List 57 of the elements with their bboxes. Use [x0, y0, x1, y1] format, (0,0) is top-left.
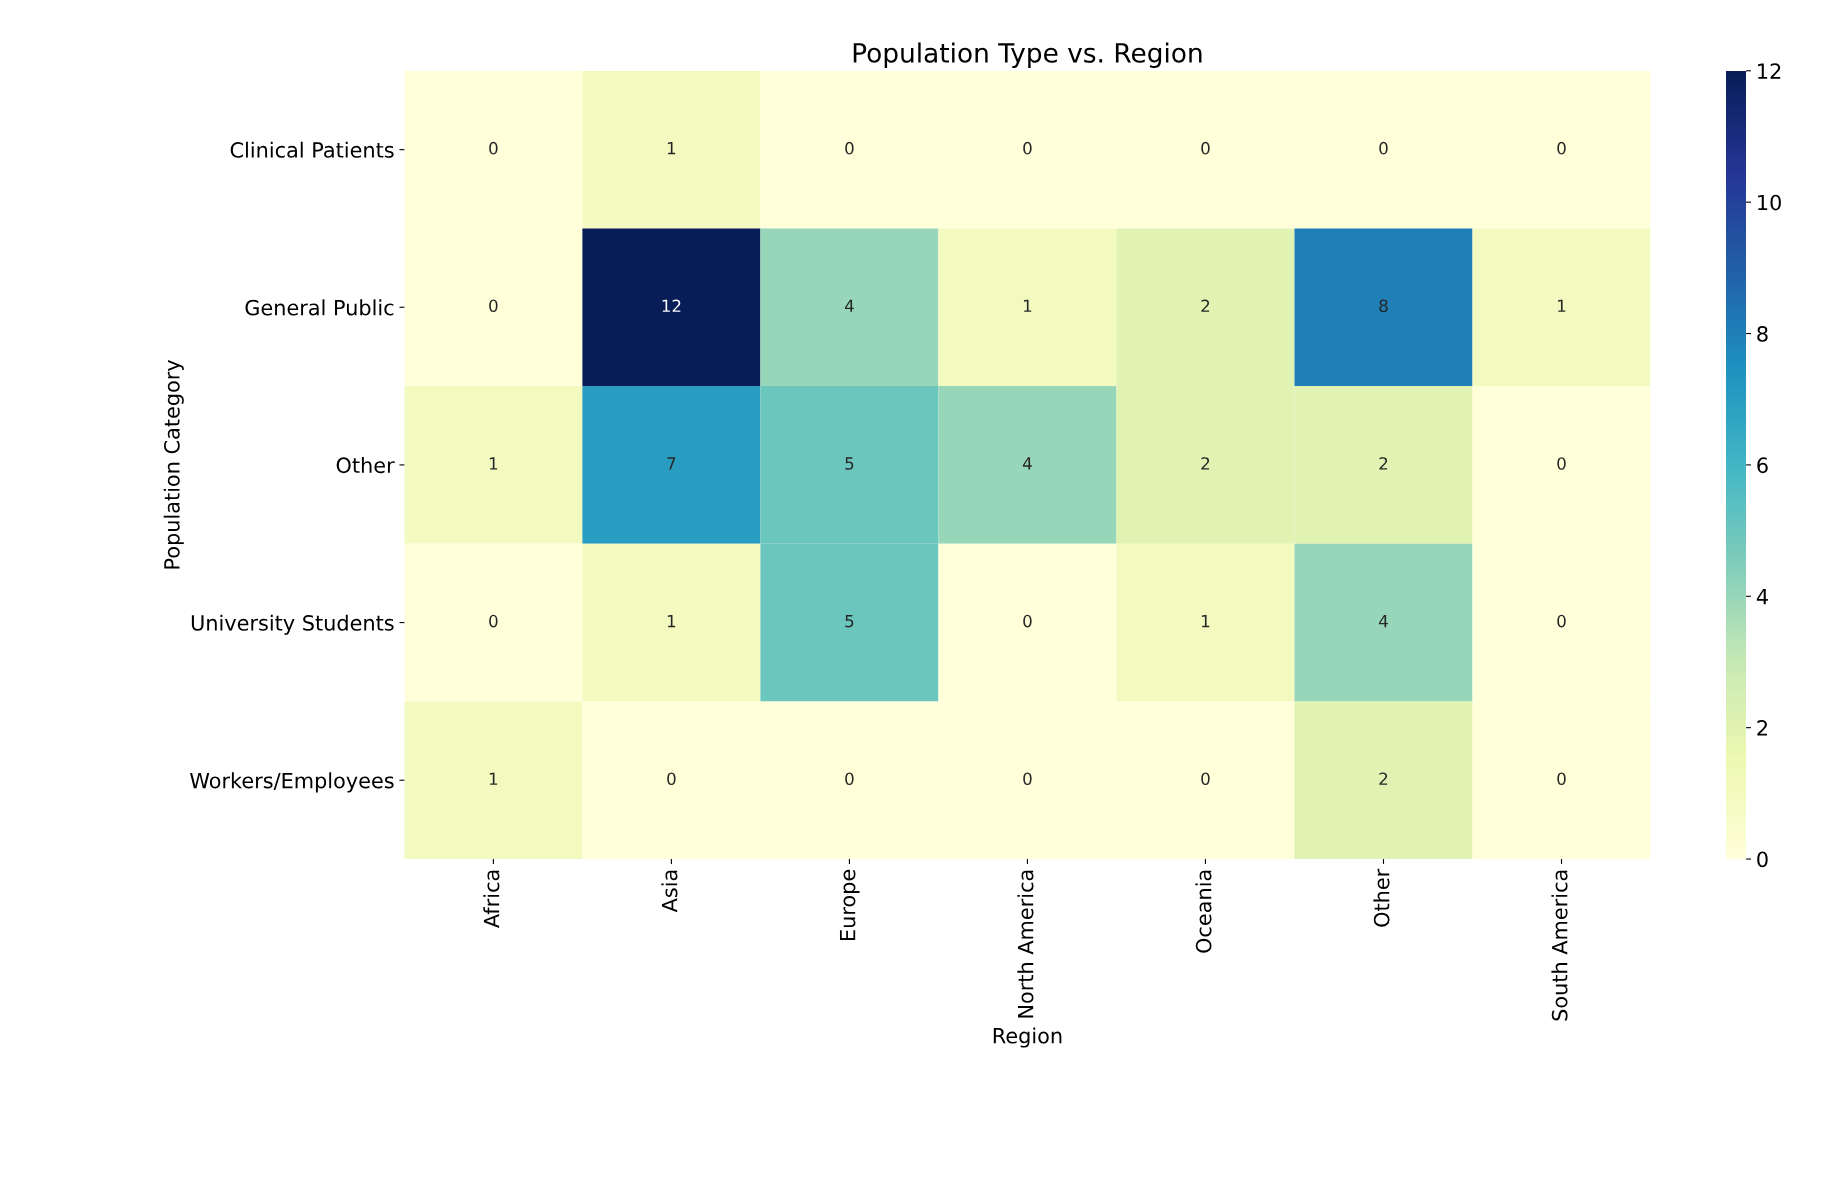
data-label: 0 — [1023, 614, 1032, 628]
data-label: 0 — [1557, 141, 1566, 155]
chart-title: Population Type vs. Region — [853, 42, 1202, 68]
color-bar-label: 2 — [1757, 720, 1767, 736]
data-label: 1 — [1201, 615, 1210, 628]
data-label: 0 — [845, 141, 854, 155]
data-label: 5 — [845, 615, 854, 628]
y-tick-label: University Students — [191, 614, 394, 635]
x-tick-label: Asia — [661, 870, 678, 913]
data-label: 0 — [489, 614, 498, 628]
data-label: 5 — [845, 457, 854, 470]
data-label: 1 — [489, 457, 498, 470]
color-bar-label: 4 — [1756, 589, 1768, 605]
color-bar-label: 8 — [1757, 326, 1768, 342]
data-label: 0 — [1023, 141, 1032, 155]
x-tick-label: Other — [1373, 868, 1390, 927]
x-tick-label: Africa — [483, 870, 500, 928]
data-label: 8 — [1379, 299, 1388, 313]
data-label: 1 — [1023, 299, 1032, 312]
data-label: 0 — [1557, 457, 1566, 470]
y-axis-title: Population Category — [163, 359, 184, 569]
data-label: 0 — [1557, 772, 1566, 786]
data-label: 1 — [489, 772, 498, 785]
data-label: 2 — [1379, 457, 1388, 470]
y-tick-label: Workers/Employees — [190, 772, 394, 793]
data-label: 2 — [1201, 457, 1210, 470]
data-label: 2 — [1201, 299, 1210, 312]
data-label: 0 — [667, 772, 676, 786]
y-tick-label: General Public — [245, 299, 394, 316]
data-label: 0 — [489, 299, 498, 313]
data-label: 0 — [1201, 141, 1210, 155]
color-bar-label: 6 — [1757, 457, 1768, 474]
x-axis-title: Region — [993, 1027, 1062, 1048]
data-label: 0 — [845, 772, 854, 786]
data-label: 4 — [1379, 615, 1388, 628]
color-bar-label: 10 — [1758, 194, 1781, 211]
data-label: 0 — [489, 141, 498, 155]
data-label: 4 — [1022, 457, 1032, 470]
data-label: 1 — [1558, 299, 1566, 312]
color-bar-label: 0 — [1757, 851, 1768, 868]
data-label: 1 — [667, 142, 676, 155]
data-label: 0 — [1023, 772, 1032, 786]
y-tick-label: Other — [336, 457, 395, 474]
data-label: 4 — [844, 299, 854, 312]
data-label: 7 — [667, 457, 676, 470]
data-label: 12 — [662, 299, 681, 312]
data-label: 0 — [1379, 141, 1388, 155]
x-tick-label: North America — [1017, 870, 1034, 1018]
color-bar-label: 12 — [1758, 63, 1781, 79]
x-tick-label: South America — [1551, 870, 1568, 1021]
y-tick-label: Clinical Patients — [230, 141, 394, 158]
data-label: 0 — [1201, 772, 1210, 786]
x-tick-label: Europe — [839, 869, 860, 940]
data-label: 2 — [1379, 772, 1388, 785]
data-label: 0 — [1557, 614, 1566, 628]
x-tick-label: Oceania — [1195, 870, 1212, 953]
data-label: 1 — [667, 615, 676, 628]
